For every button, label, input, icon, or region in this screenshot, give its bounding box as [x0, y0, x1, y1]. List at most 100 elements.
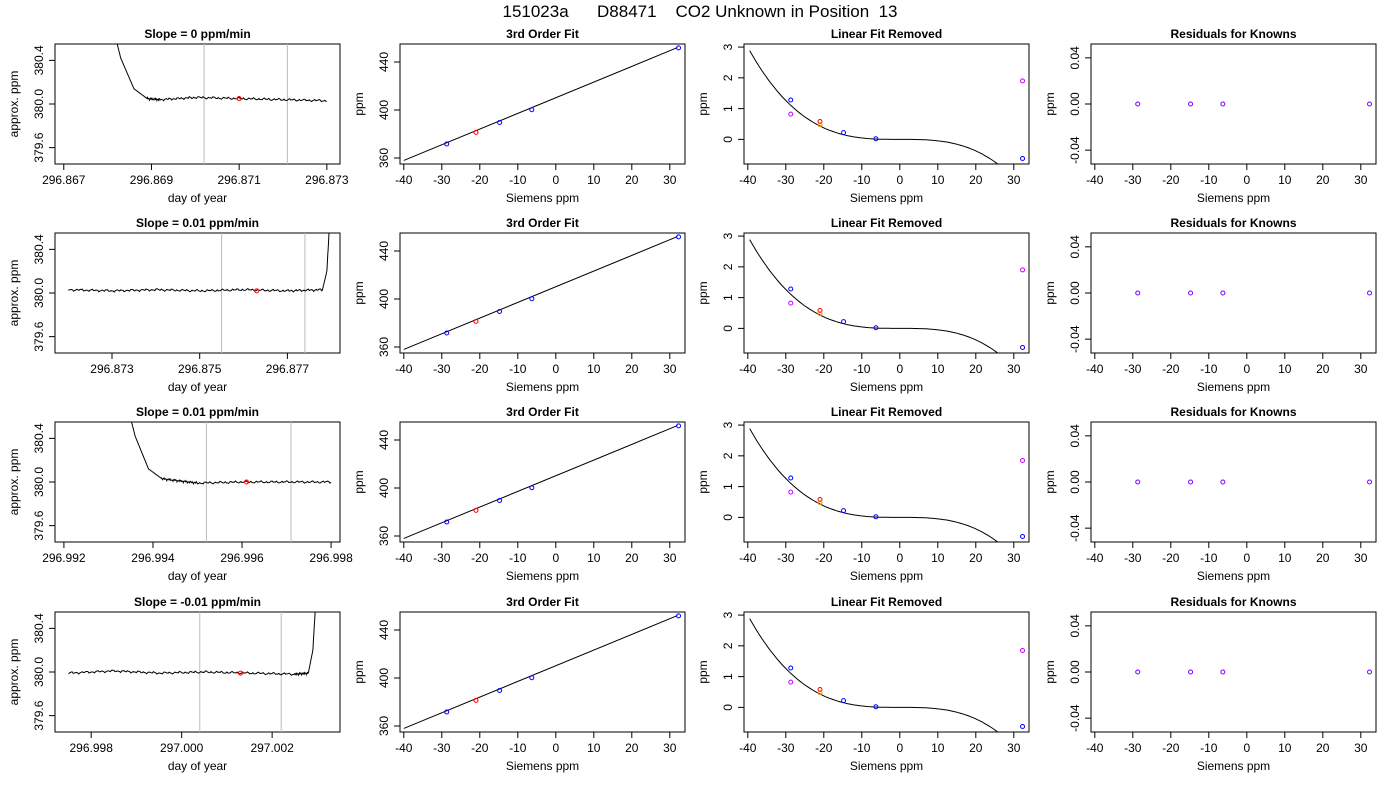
x-tick-label: -30: [1124, 362, 1142, 376]
x-tick-label: 10: [587, 551, 601, 565]
x-tick-label: 0: [896, 551, 903, 565]
chart-panel: Residuals for Knowns -40 -30 -20 -10 0 10 20 30 -…: [1043, 595, 1377, 773]
x-tick-label: 0: [1243, 741, 1250, 755]
chart-panel: Linear Fit Removed -40 -30 -20 -10 0 10 20 30 0 1 2…: [696, 216, 1030, 394]
plot-area: [131, 422, 332, 542]
x-tick-label: 296.869: [130, 173, 174, 187]
x-tick-label: -40: [1086, 173, 1104, 187]
y-tick-label: 380.0: [32, 657, 46, 687]
y-tick-label: 0.00: [1068, 470, 1082, 494]
x-tick-label: 10: [1278, 741, 1292, 755]
y-tick-label: 3: [721, 421, 735, 428]
y-tick-label: 380.0: [32, 467, 46, 497]
x-axis-label: Siemens ppm: [506, 569, 579, 583]
x-tick-label: 30: [1354, 741, 1368, 755]
x-tick-label: -30: [1124, 741, 1142, 755]
x-tick-label: 296.875: [178, 362, 222, 376]
data-point: [841, 698, 847, 704]
x-tick-label: -30: [1124, 551, 1142, 565]
x-tick-label: 10: [1278, 362, 1292, 376]
x-tick-label: -10: [853, 362, 871, 376]
y-tick-label: 2: [721, 74, 735, 81]
y-tick-label: 0.04: [1068, 424, 1082, 448]
data-point: [1020, 155, 1026, 161]
data-point: [1367, 479, 1373, 485]
data-point: [788, 665, 794, 671]
plot-area: [1135, 479, 1373, 485]
x-tick-label: -20: [1162, 362, 1180, 376]
data-point: [788, 679, 794, 685]
y-tick-label: 440: [377, 430, 391, 450]
x-tick-label: -40: [739, 362, 757, 376]
data-point: [1135, 479, 1141, 485]
chart-title: 3rd Order Fit: [506, 405, 579, 419]
plot-frame: [399, 43, 686, 165]
x-tick-label: -30: [777, 551, 795, 565]
fit-curve: [749, 618, 999, 732]
fit-curve: [749, 50, 999, 164]
y-tick-label: 380.0: [32, 89, 46, 119]
y-tick-label: 1: [721, 483, 735, 490]
x-axis-label: day of year: [168, 569, 227, 583]
data-point: [529, 296, 535, 302]
x-tick-label: 20: [625, 551, 639, 565]
data-point: [1220, 101, 1226, 107]
data-point: [817, 308, 823, 314]
data-point: [1020, 78, 1026, 84]
x-tick-label: 30: [1007, 173, 1021, 187]
chart-panel: Linear Fit Removed -40 -30 -20 -10 0 10 20 30 0 1 2…: [696, 405, 1030, 583]
data-point: [1188, 669, 1194, 675]
x-tick-label: 10: [587, 362, 601, 376]
x-axis-label: Siemens ppm: [1197, 380, 1270, 394]
x-tick-label: 20: [625, 741, 639, 755]
y-tick-label: 0: [721, 136, 735, 143]
plot-frame: [1090, 421, 1377, 543]
chart-title: Slope = 0 ppm/min: [144, 27, 250, 41]
x-axis-label: Siemens ppm: [850, 759, 923, 773]
chart-title: Residuals for Knowns: [1170, 27, 1296, 41]
x-tick-label: 297.000: [160, 741, 204, 755]
y-axis-label: ppm: [696, 92, 710, 115]
chart-title: Slope = -0.01 ppm/min: [134, 595, 261, 609]
y-tick-label: 400: [377, 668, 391, 688]
x-axis-label: Siemens ppm: [1197, 569, 1270, 583]
data-point: [473, 129, 479, 135]
y-tick-label: 0.04: [1068, 46, 1082, 70]
x-axis-label: Siemens ppm: [1197, 759, 1270, 773]
data-point: [497, 687, 503, 693]
x-axis-label: Siemens ppm: [850, 380, 923, 394]
x-tick-label: 296.996: [220, 551, 264, 565]
chart-panel: Slope = 0 ppm/min 296.867 296.869 296.871 29…: [7, 27, 349, 205]
data-point: [817, 311, 823, 317]
x-tick-label: 10: [931, 741, 945, 755]
plot-area: [749, 50, 1026, 164]
x-tick-label: -40: [739, 551, 757, 565]
x-tick-label: 30: [663, 173, 677, 187]
x-axis-label: day of year: [168, 191, 227, 205]
x-tick-label: -10: [509, 173, 527, 187]
y-tick-label: 3: [721, 232, 735, 239]
x-tick-label: 30: [1354, 173, 1368, 187]
data-point: [529, 485, 535, 491]
x-tick-label: -10: [853, 173, 871, 187]
plot-area: [749, 428, 1026, 542]
y-axis-label: ppm: [1043, 92, 1057, 115]
data-point: [497, 308, 503, 314]
x-tick-label: -20: [815, 741, 833, 755]
x-tick-label: 10: [931, 173, 945, 187]
data-point: [788, 111, 794, 117]
data-point: [473, 507, 479, 513]
data-point: [788, 489, 794, 495]
data-point: [817, 122, 823, 128]
chart-title: Linear Fit Removed: [831, 405, 942, 419]
chart-title: Residuals for Knowns: [1170, 595, 1296, 609]
data-point: [1020, 723, 1026, 729]
data-point: [817, 687, 823, 693]
data-point: [873, 704, 879, 710]
x-tick-label: 20: [969, 741, 983, 755]
chart-panel: Linear Fit Removed -40 -30 -20 -10 0 10 20 30 0 1 2…: [696, 595, 1030, 773]
plot-area: [403, 613, 682, 729]
y-tick-label: 2: [721, 263, 735, 270]
x-tick-label: 20: [625, 362, 639, 376]
